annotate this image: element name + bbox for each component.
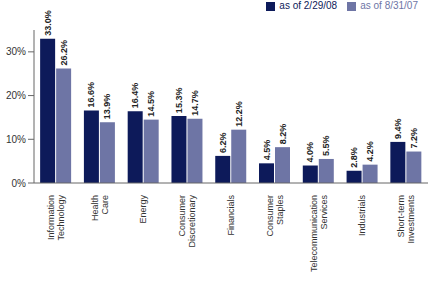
svg-text:30%: 30% bbox=[8, 46, 26, 57]
svg-text:0%: 0% bbox=[12, 178, 27, 189]
svg-text:16.6%: 16.6% bbox=[86, 82, 96, 108]
svg-text:10%: 10% bbox=[8, 134, 26, 145]
svg-text:Short-termInvestments: Short-termInvestments bbox=[396, 195, 416, 244]
svg-text:InformationTechnology: InformationTechnology bbox=[46, 195, 66, 241]
svg-text:ConsumerDiscretionary: ConsumerDiscretionary bbox=[177, 195, 197, 248]
svg-text:12.2%: 12.2% bbox=[234, 101, 244, 127]
svg-text:HealthCare: HealthCare bbox=[90, 195, 110, 221]
svg-text:4.2%: 4.2% bbox=[365, 141, 375, 162]
svg-text:14.7%: 14.7% bbox=[190, 90, 200, 116]
svg-text:8.2%: 8.2% bbox=[278, 124, 288, 145]
svg-text:20%: 20% bbox=[8, 90, 26, 101]
svg-text:Industrials: Industrials bbox=[357, 195, 367, 237]
html-text:as of 2/29/08: as of 2/29/08 bbox=[279, 0, 338, 11]
svg-text:TelecommunicationServices: TelecommunicationServices bbox=[309, 195, 329, 273]
svg-text:33.0%: 33.0% bbox=[43, 10, 53, 36]
svg-text:ConsumerStaples: ConsumerStaples bbox=[265, 195, 285, 237]
svg-text:26.2%: 26.2% bbox=[59, 40, 69, 66]
svg-text:2.8%: 2.8% bbox=[349, 147, 359, 168]
html-text:as of 8/31/07: as of 8/31/07 bbox=[360, 0, 418, 11]
svg-text:15.3%: 15.3% bbox=[174, 88, 184, 114]
svg-text:14.5%: 14.5% bbox=[146, 91, 156, 117]
svg-text:6.2%: 6.2% bbox=[218, 132, 228, 153]
svg-text:7.2%: 7.2% bbox=[409, 128, 419, 149]
svg-text:Financials: Financials bbox=[226, 195, 236, 236]
svg-text:4.5%: 4.5% bbox=[262, 140, 272, 161]
svg-text:13.9%: 13.9% bbox=[102, 94, 112, 120]
svg-text:16.4%: 16.4% bbox=[130, 83, 140, 109]
svg-text:5.5%: 5.5% bbox=[321, 135, 331, 156]
svg-text:9.4%: 9.4% bbox=[393, 118, 403, 139]
svg-text:4.0%: 4.0% bbox=[305, 142, 315, 163]
svg-text:Energy: Energy bbox=[138, 195, 148, 224]
